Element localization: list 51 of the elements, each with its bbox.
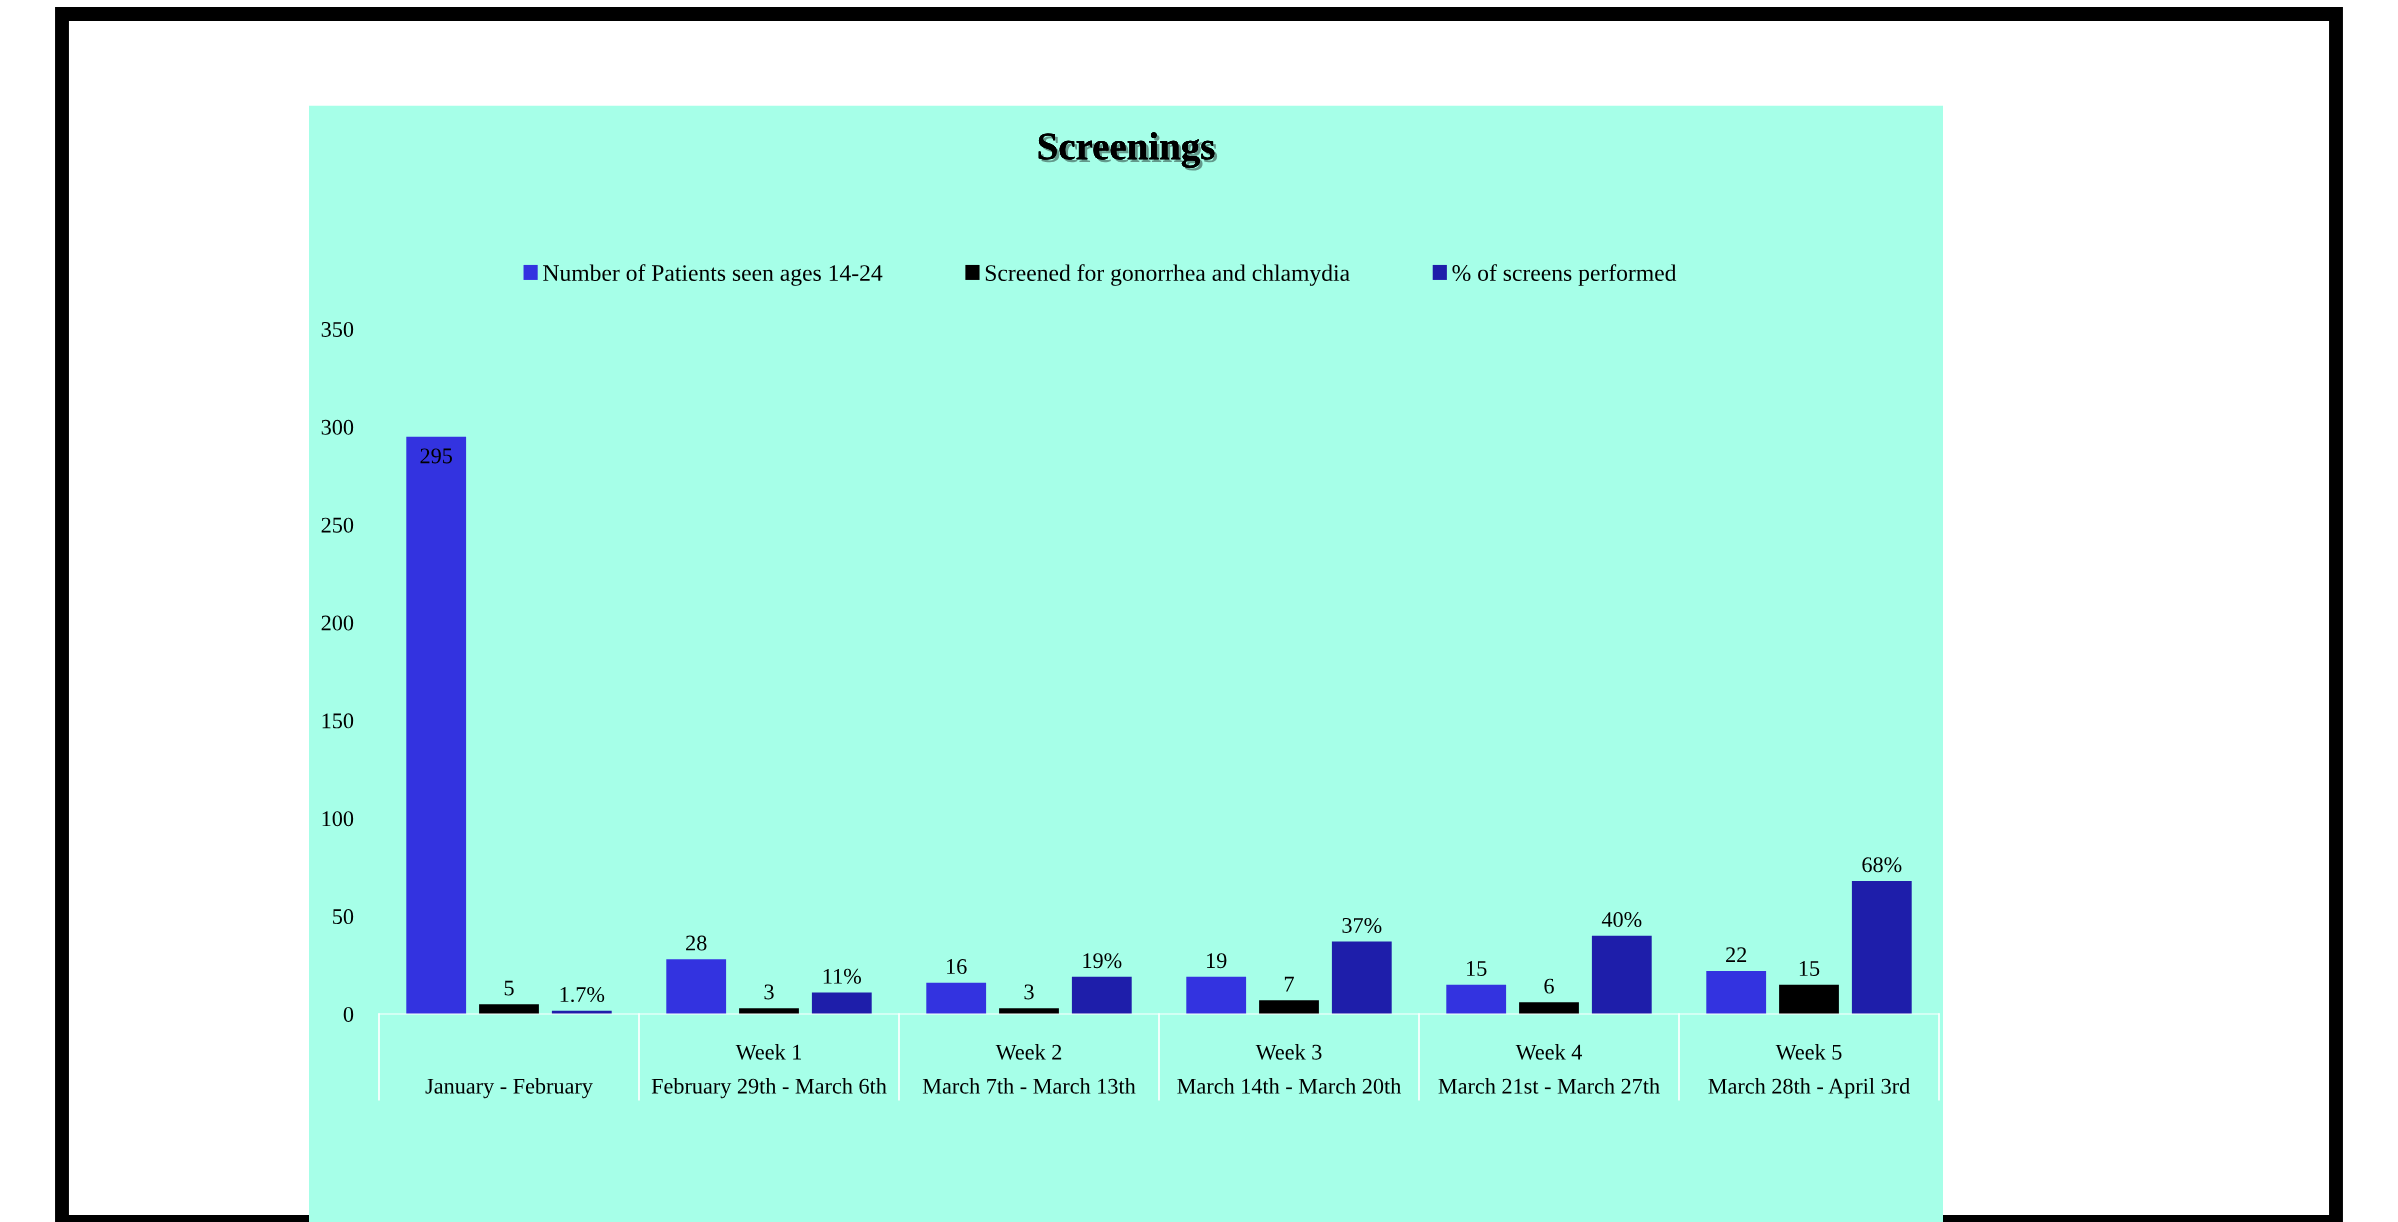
y-tick-label: 350: [321, 321, 354, 337]
bar: [1851, 880, 1912, 1014]
x-tick-label: January - February: [425, 1078, 593, 1099]
data-label: 295: [420, 448, 452, 464]
data-label: 6: [1544, 978, 1554, 994]
legend-label: Screened for gonorrhea and chlamydia: [985, 264, 1350, 286]
bar: [1186, 976, 1247, 1014]
data-label: 3: [764, 984, 774, 1000]
x-tick-label: Week 2 March 7th - March 13th: [922, 1044, 1136, 1094]
y-tick-label: 200: [321, 615, 354, 631]
data-label: 28: [686, 935, 707, 951]
data-label: 1.7%: [560, 987, 605, 1003]
bar: [811, 992, 872, 1014]
x-tick-label: Week 3 March 14th - March 20th: [1177, 1044, 1402, 1094]
x-tick-label: Week 1 February 29th - March 6th: [651, 1044, 887, 1099]
y-tick-label: 0: [343, 1006, 354, 1022]
bar: [1706, 970, 1767, 1014]
y-tick-label: 100: [322, 811, 354, 827]
y-tick-label: 300: [321, 419, 354, 435]
bar: [1071, 976, 1132, 1014]
legend-label: Number of Patients seen ages 14-24: [543, 264, 883, 286]
bar: [666, 959, 727, 1014]
data-label: 7: [1284, 976, 1294, 992]
data-label: 19%: [1083, 953, 1122, 969]
chart-title: Screenings: [1038, 132, 1218, 171]
data-label: 19: [1207, 953, 1227, 969]
data-label: 5: [504, 980, 514, 996]
bar: [1446, 984, 1507, 1014]
bar: [1779, 984, 1839, 1014]
y-tick-label: 50: [333, 909, 354, 925]
data-label: 11%: [823, 968, 861, 984]
x-tick-label: Week 4 March 21st - March 27th: [1438, 1044, 1660, 1094]
data-label: 16: [947, 959, 967, 975]
bar: [406, 436, 467, 1014]
bar: [1519, 1002, 1579, 1014]
bar: [1591, 935, 1652, 1014]
data-label: 15: [1799, 961, 1820, 976]
bar: [1331, 941, 1392, 1014]
bar: [926, 982, 987, 1014]
bar: [1259, 1000, 1319, 1014]
data-label: 22: [1726, 947, 1747, 963]
data-label: 68%: [1862, 857, 1902, 873]
x-tick-label: Week 5 March 28th - April 3rd: [1708, 1044, 1910, 1099]
data-label: 15: [1467, 961, 1487, 976]
y-tick-label: 250: [321, 517, 354, 533]
y-tick-label: 150: [322, 713, 354, 729]
bar: [479, 1004, 539, 1014]
data-label: 37%: [1342, 917, 1382, 933]
data-label: 3: [1024, 984, 1034, 1000]
data-label: 40%: [1601, 912, 1642, 928]
legend-label: % of screens performed: [1452, 264, 1677, 286]
